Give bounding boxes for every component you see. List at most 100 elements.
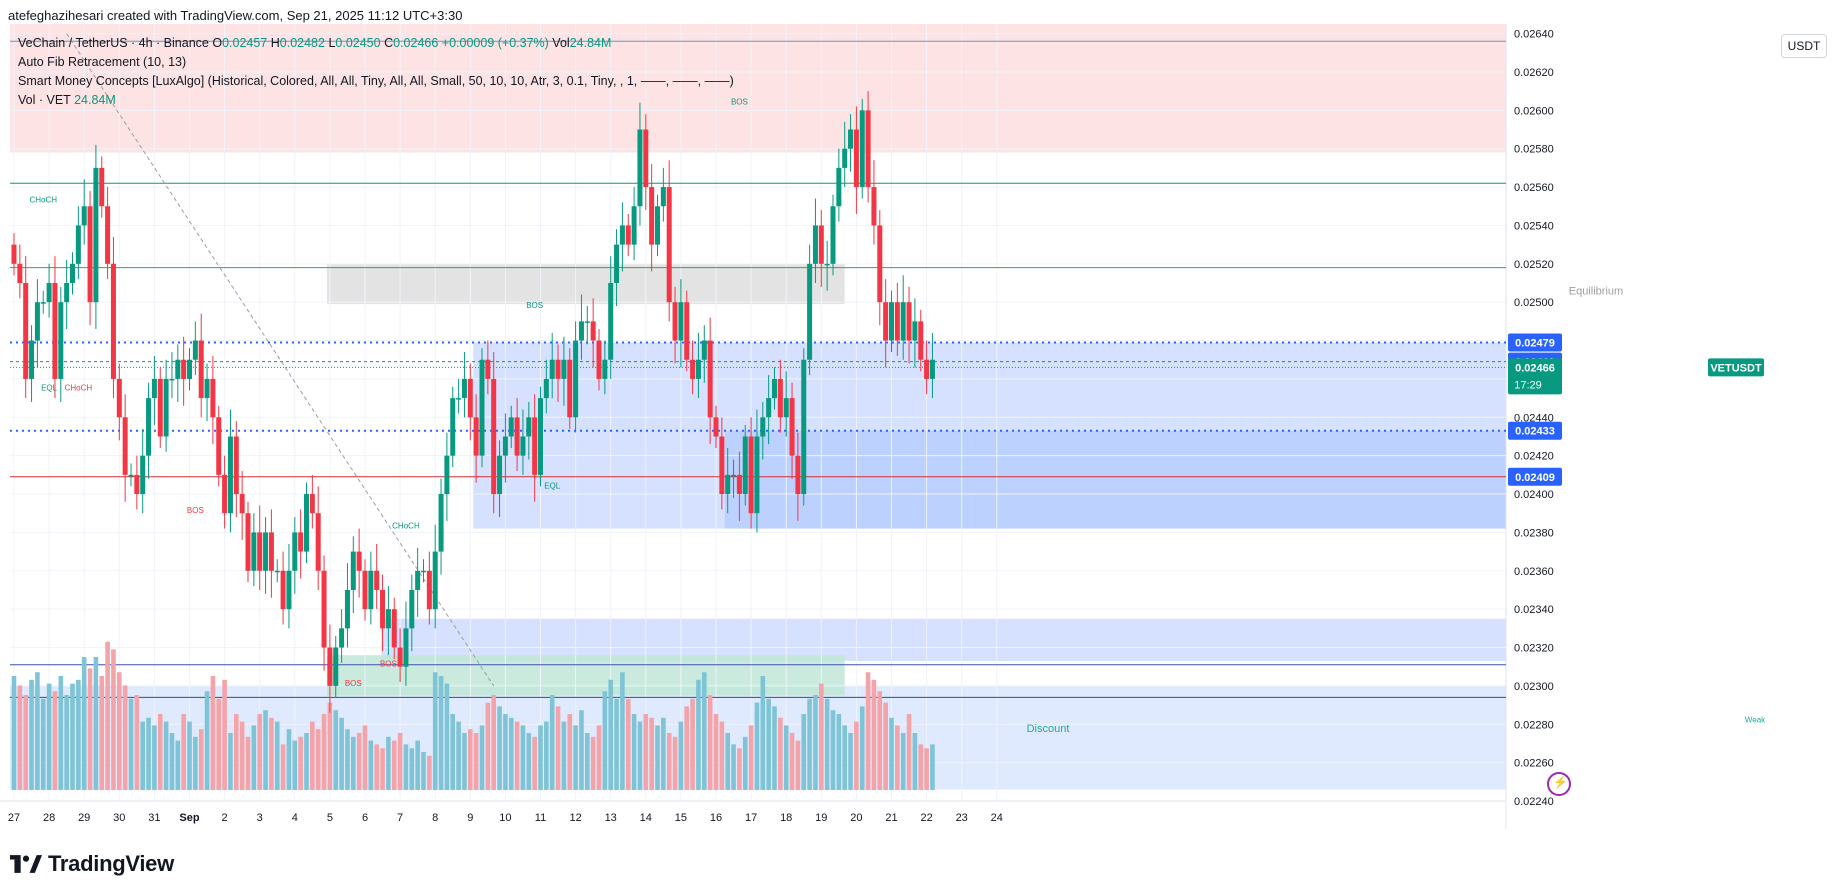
candle[interactable]	[34, 302, 40, 341]
candle[interactable]	[818, 225, 824, 264]
candle[interactable]	[573, 340, 579, 418]
candle[interactable]	[128, 474, 134, 477]
candle[interactable]	[444, 455, 450, 495]
candle[interactable]	[268, 532, 274, 571]
currency-button[interactable]: USDT	[1781, 34, 1827, 58]
candle[interactable]	[473, 417, 479, 456]
candle[interactable]	[695, 359, 701, 379]
candle[interactable]	[883, 302, 889, 341]
candle[interactable]	[643, 129, 649, 188]
candle[interactable]	[309, 494, 315, 514]
candle[interactable]	[426, 570, 432, 610]
candle[interactable]	[99, 167, 105, 207]
candle[interactable]	[350, 551, 356, 590]
candle[interactable]	[766, 398, 772, 418]
candle[interactable]	[713, 417, 719, 437]
candle[interactable]	[467, 378, 473, 418]
candle[interactable]	[848, 129, 854, 149]
candle[interactable]	[929, 359, 935, 379]
candle[interactable]	[684, 302, 690, 360]
candle[interactable]	[783, 398, 789, 418]
candle[interactable]	[181, 359, 187, 379]
indicator-smc[interactable]: Smart Money Concepts [LuxAlgo] (Historic…	[18, 74, 734, 88]
candle[interactable]	[204, 378, 210, 399]
candle[interactable]	[339, 628, 345, 648]
candle[interactable]	[356, 551, 362, 571]
candle[interactable]	[403, 628, 409, 667]
candle[interactable]	[485, 359, 491, 379]
candle[interactable]	[432, 551, 438, 610]
candle[interactable]	[491, 378, 497, 495]
candle[interactable]	[672, 302, 678, 341]
candle[interactable]	[479, 359, 485, 456]
candle[interactable]	[169, 378, 175, 381]
candle[interactable]	[719, 436, 725, 495]
candle[interactable]	[871, 187, 877, 226]
candle[interactable]	[385, 609, 391, 629]
candle[interactable]	[251, 532, 257, 571]
candle[interactable]	[608, 283, 614, 360]
candle[interactable]	[631, 206, 637, 245]
candle[interactable]	[380, 589, 386, 629]
candle[interactable]	[87, 206, 93, 303]
candle[interactable]	[520, 436, 526, 456]
candle[interactable]	[274, 570, 280, 573]
candle[interactable]	[40, 302, 46, 304]
candle[interactable]	[134, 474, 140, 495]
candle[interactable]	[877, 225, 883, 303]
candle[interactable]	[701, 340, 707, 360]
candle[interactable]	[292, 532, 298, 571]
candle[interactable]	[812, 225, 818, 264]
candle[interactable]	[216, 417, 222, 475]
candle[interactable]	[801, 359, 807, 495]
candle[interactable]	[239, 494, 245, 514]
candle[interactable]	[514, 417, 520, 456]
candle[interactable]	[889, 302, 894, 341]
candle[interactable]	[596, 340, 602, 379]
candle[interactable]	[590, 321, 596, 341]
candle[interactable]	[29, 340, 35, 379]
candle[interactable]	[578, 321, 584, 341]
candle[interactable]	[614, 244, 620, 283]
candle[interactable]	[52, 283, 58, 379]
candle[interactable]	[64, 283, 70, 303]
candle[interactable]	[280, 570, 286, 610]
chart-area[interactable]: 0.02640 0.02620 0.02600 0.02580 0.02560 0.025…	[0, 24, 1835, 829]
candle[interactable]	[655, 206, 660, 245]
candle[interactable]	[853, 129, 859, 188]
live-scroll-button[interactable]: ⚡	[1547, 772, 1571, 796]
candle[interactable]	[321, 570, 327, 648]
candle[interactable]	[859, 110, 865, 188]
candle[interactable]	[315, 513, 321, 571]
candle[interactable]	[397, 647, 403, 667]
candle[interactable]	[140, 455, 146, 495]
candle[interactable]	[421, 570, 426, 573]
candle[interactable]	[894, 302, 900, 341]
candle[interactable]	[731, 474, 737, 477]
candle[interactable]	[625, 225, 631, 245]
candle[interactable]	[637, 129, 643, 207]
candle[interactable]	[257, 532, 263, 571]
candle[interactable]	[198, 340, 204, 399]
candle[interactable]	[58, 302, 64, 379]
candle[interactable]	[286, 570, 292, 610]
candle[interactable]	[304, 494, 309, 552]
candle[interactable]	[561, 359, 567, 379]
candle[interactable]	[666, 187, 672, 303]
candle[interactable]	[795, 455, 801, 495]
indicator-volume[interactable]: Vol · VET 24.84M	[18, 91, 734, 110]
candle[interactable]	[754, 436, 760, 514]
candle[interactable]	[649, 187, 655, 245]
candle[interactable]	[690, 359, 696, 379]
candle[interactable]	[538, 398, 543, 475]
candle[interactable]	[438, 494, 444, 552]
candle[interactable]	[222, 474, 228, 514]
candle[interactable]	[912, 321, 918, 341]
candle[interactable]	[368, 570, 374, 610]
candle[interactable]	[110, 263, 116, 379]
candle[interactable]	[17, 263, 23, 283]
candle[interactable]	[450, 398, 456, 456]
price-chart[interactable]: 0.02640 0.02620 0.02600 0.02580 0.02560 0.025…	[0, 24, 1835, 829]
candle[interactable]	[456, 398, 462, 400]
candle[interactable]	[146, 398, 152, 456]
